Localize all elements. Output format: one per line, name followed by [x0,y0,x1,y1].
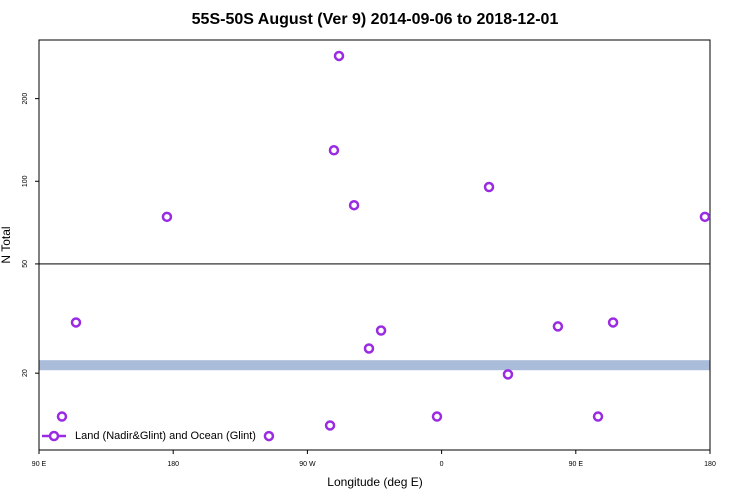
band [39,360,710,371]
point [328,145,340,156]
point [56,411,68,422]
x-tick-label: 180 [167,461,179,468]
x-tick-label: 90 E [32,461,47,468]
point [502,369,514,380]
x-tick-label: 90 E [569,461,584,468]
point [348,199,360,211]
y-tick-label: 200 [22,93,29,105]
y-tick-label: 50 [22,260,29,268]
x-tick-label: 180 [704,461,716,468]
point [70,317,82,328]
x-axis-label: Longitude (deg E) [327,475,422,489]
point [333,50,345,62]
point [607,317,619,328]
x-tick-label: 90 W [299,461,316,468]
point [375,325,387,336]
plot-frame [38,39,711,451]
point [431,411,443,422]
legend-label: Land (Nadir&Glint) and Ocean (Glint) [75,430,256,442]
point [592,411,604,422]
point [483,181,495,193]
point [363,343,375,354]
x-tick-label: 0 [440,461,444,468]
point [161,211,173,223]
y-tick-label: 100 [22,175,29,187]
point [552,321,564,332]
point [263,430,275,442]
point [699,211,711,223]
chart-title: 55S-50S August (Ver 9) 2014-09-06 to 201… [192,11,559,28]
y-tick-label: 20 [22,369,29,377]
legend-marker [48,430,60,442]
y-axis-label: N Total [0,226,13,263]
point [324,420,336,431]
